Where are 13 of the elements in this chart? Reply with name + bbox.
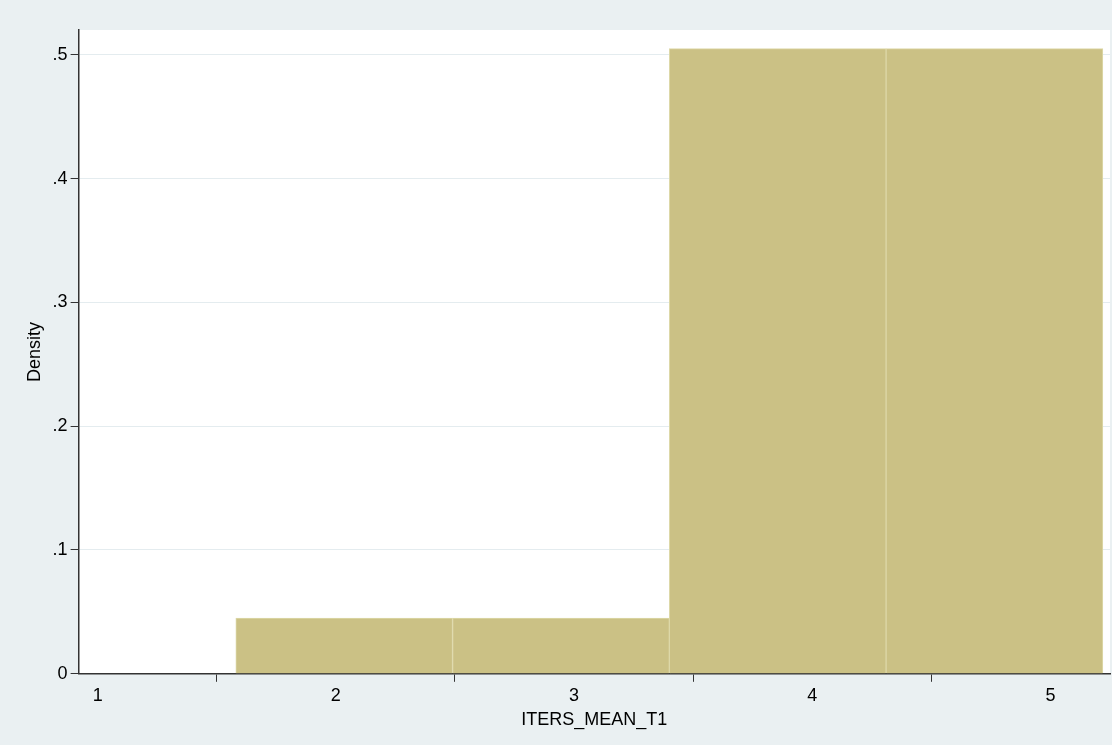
y-tick-label: .1 xyxy=(52,538,68,559)
y-tick-label: .3 xyxy=(52,291,68,312)
y-tick-label: 0 xyxy=(57,662,68,683)
y-tick-label: .4 xyxy=(52,167,68,188)
x-tick-label: 1 xyxy=(92,684,103,705)
y-tick-label: .2 xyxy=(52,415,68,436)
x-axis-title: ITERS_MEAN_T1 xyxy=(521,709,668,731)
y-tick-label: .5 xyxy=(52,43,68,64)
y-axis-title: Density xyxy=(23,321,44,382)
x-tick-label: 2 xyxy=(330,684,341,705)
x-tick-label: 5 xyxy=(1045,684,1056,705)
x-tick-label: 3 xyxy=(569,684,580,705)
x-tick-label: 4 xyxy=(807,684,818,705)
